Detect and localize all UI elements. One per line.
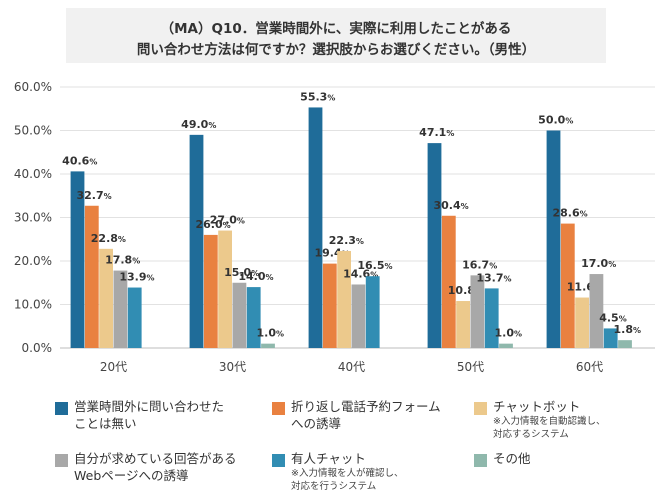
bar (589, 274, 604, 348)
x-tick-label: 40代 (338, 360, 365, 374)
data-label: 40.6% (62, 154, 97, 167)
bar (337, 250, 351, 348)
legend: 営業時間外に問い合わせた ことは無い 折り返し電話予約フォーム への誘導 チャットボット… (0, 388, 670, 500)
data-label: 16.7% (462, 258, 497, 271)
bar (84, 205, 99, 348)
chart-title-line-2: 問い合わせ方法は何ですか？選択肢からお選びください。（男性） (136, 42, 536, 58)
bar (575, 297, 589, 348)
bar (470, 275, 485, 348)
bar (99, 248, 113, 348)
legend-swatch (474, 454, 487, 467)
legend-label: チャットボット ※入力情報を自動認識し、 対応するシステム (493, 399, 606, 440)
data-label: 27.0% (210, 214, 245, 227)
bar (113, 270, 128, 348)
bar (322, 263, 337, 348)
data-label: 1.0% (256, 327, 284, 340)
bar (246, 287, 261, 348)
bar (70, 171, 85, 348)
data-label: 15.0% (224, 266, 259, 279)
legend-swatch (474, 402, 487, 415)
data-label: 14.0% (238, 270, 273, 283)
data-label: 4.5% (599, 311, 627, 324)
y-tick-label: 60.0% (14, 80, 52, 94)
data-label: 13.7% (476, 271, 511, 284)
bar (351, 284, 366, 348)
data-label: 50.0% (538, 114, 573, 127)
legend-note: ※入力情報を自動認識し、 (493, 416, 606, 427)
data-label: 1.0% (494, 327, 522, 340)
data-label: 17.8% (105, 254, 140, 267)
legend-note: 対応するシステム (493, 429, 569, 440)
y-tick-label: 50.0% (14, 124, 52, 138)
bar (261, 343, 275, 348)
bar (456, 301, 470, 348)
y-tick-label: 40.0% (14, 167, 52, 181)
chart-title: （MA）Q10．営業時間外に、実際に利用したことがある 問い合わせ方法は何ですか… (66, 8, 606, 63)
legend-note: 対応を行うシステム (291, 481, 377, 492)
y-tick-label: 30.0% (14, 211, 52, 225)
data-label: 30.4% (433, 199, 468, 212)
legend-swatch (272, 454, 285, 467)
data-label: 26.0% (195, 218, 230, 231)
bar (308, 107, 323, 348)
legend-swatch (55, 454, 68, 467)
legend-label: 有人チャット ※入力情報を人が確認し、 対応を行うシステム (291, 451, 404, 492)
data-label: 47.1% (419, 126, 454, 139)
bar (218, 230, 232, 348)
data-label: 16.5% (357, 259, 392, 272)
bar (365, 276, 380, 348)
bar (546, 130, 561, 348)
data-label: 22.8% (91, 232, 126, 245)
legend-label: 自分が求めている回答がある Webページへの誘導 (74, 451, 237, 483)
data-label: 13.9% (119, 271, 154, 284)
bar (499, 343, 513, 348)
bar (603, 328, 618, 348)
x-tick-label: 50代 (457, 360, 484, 374)
bar (441, 215, 456, 348)
legend-note: ※入力情報を人が確認し、 (291, 468, 404, 479)
legend-label: その他 (493, 451, 531, 466)
bar (127, 287, 142, 348)
legend-swatch (55, 402, 68, 415)
legend-swatch (272, 402, 285, 415)
bar (232, 282, 247, 348)
y-tick-label: 0.0% (22, 341, 53, 355)
bar (560, 223, 575, 348)
data-label: 28.6% (552, 207, 587, 220)
bar-chart: 0.0% 10.0% 20.0% 30.0% 40.0% 50.0% 60.0% 20代 40.… (14, 80, 655, 374)
bar (484, 288, 499, 348)
data-label: 22.3% (329, 234, 364, 247)
y-tick-label: 20.0% (14, 254, 52, 268)
data-label: 55.3% (300, 90, 335, 103)
data-label: 49.0% (181, 118, 216, 131)
bar (189, 134, 204, 348)
data-label: 17.0% (581, 257, 616, 270)
bar (618, 340, 632, 348)
x-tick-label: 20代 (100, 360, 127, 374)
x-tick-label: 30代 (219, 360, 246, 374)
legend-label: 営業時間外に問い合わせた ことは無い (74, 399, 225, 431)
y-tick-label: 10.0% (14, 298, 52, 312)
data-label: 32.7% (76, 189, 111, 202)
legend-label: 折り返し電話予約フォーム への誘導 (291, 399, 441, 431)
chart-title-line-1: （MA）Q10．営業時間外に、実際に利用したことがある (160, 21, 512, 37)
bar (203, 234, 218, 348)
data-label: 1.8% (613, 323, 641, 336)
x-tick-label: 60代 (576, 360, 603, 374)
bar (427, 143, 442, 348)
